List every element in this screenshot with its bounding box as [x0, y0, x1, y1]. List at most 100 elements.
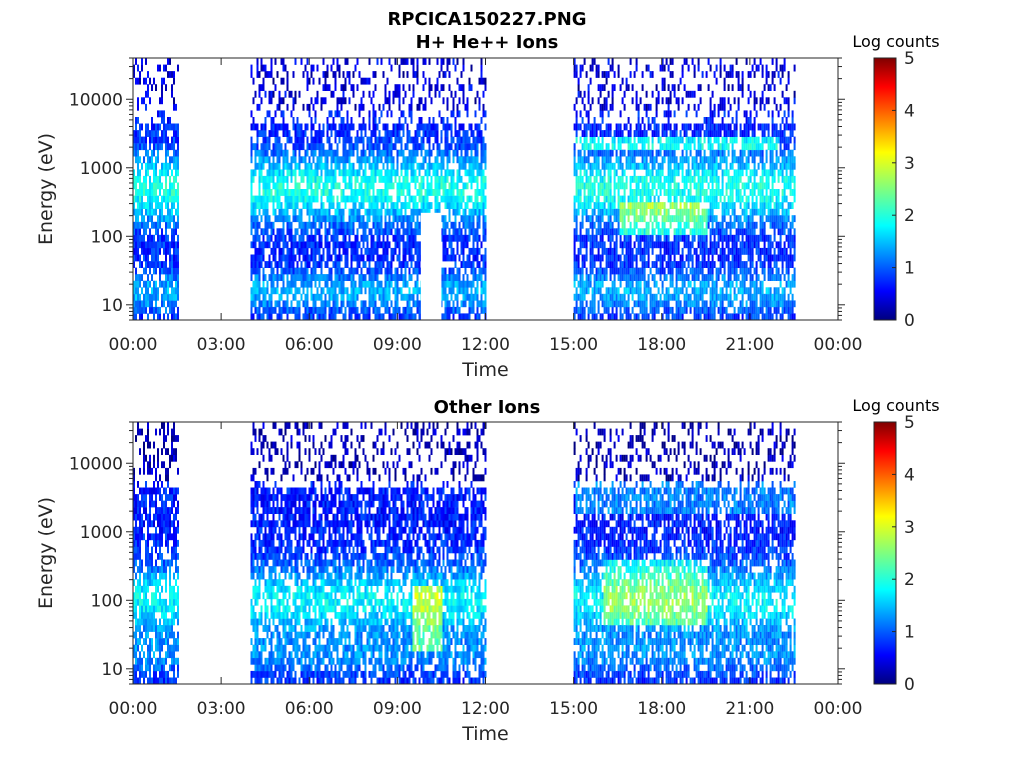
- heatmap-cell: [677, 228, 680, 236]
- heatmap-cell: [294, 241, 297, 249]
- heatmap-cell: [318, 175, 321, 183]
- heatmap-cell: [456, 300, 459, 308]
- heatmap-cell: [384, 208, 387, 216]
- heatmap-cell: [316, 64, 319, 72]
- heatmap-cell: [615, 306, 618, 314]
- heatmap-cell: [647, 280, 650, 288]
- heatmap-cell: [258, 293, 261, 301]
- heatmap-cell: [603, 241, 606, 249]
- heatmap-cell: [250, 241, 253, 249]
- heatmap-cell: [452, 287, 455, 295]
- heatmap-cell: [292, 156, 295, 164]
- heatmap-cell: [645, 149, 648, 157]
- heatmap-cell: [444, 182, 447, 190]
- heatmap-cell: [663, 175, 666, 183]
- heatmap-cell: [583, 202, 586, 209]
- heatmap-cell: [577, 77, 580, 85]
- heatmap-cell: [165, 280, 167, 288]
- heatmap-cell: [320, 143, 323, 151]
- heatmap-cell: [348, 221, 351, 229]
- heatmap-cell: [270, 64, 273, 72]
- heatmap-cell: [575, 71, 578, 78]
- heatmap-cell: [462, 208, 465, 216]
- heatmap-cell: [404, 58, 407, 65]
- heatmap-cell: [149, 195, 151, 203]
- heatmap-cell: [328, 143, 331, 151]
- heatmap-cell: [422, 175, 425, 183]
- heatmap-cell: [314, 306, 317, 314]
- heatmap-cell: [667, 84, 670, 91]
- heatmap-cell: [284, 306, 287, 314]
- heatmap-cell: [292, 169, 295, 177]
- heatmap-cell: [290, 234, 293, 242]
- heatmap-cell: [135, 189, 137, 196]
- heatmap-cell: [450, 293, 453, 301]
- heatmap-cell: [659, 254, 662, 262]
- heatmap-cell: [480, 241, 483, 249]
- heatmap-cell: [322, 208, 325, 216]
- heatmap-cell: [326, 130, 329, 137]
- heatmap-cell: [607, 143, 610, 151]
- heatmap-cell: [151, 247, 153, 255]
- heatmap-cell: [462, 97, 465, 105]
- heatmap-cell: [609, 241, 612, 249]
- heatmap-cell: [254, 261, 257, 268]
- heatmap-cell: [286, 267, 289, 275]
- heatmap-cell: [364, 169, 367, 177]
- heatmap-cell: [177, 293, 179, 301]
- heatmap-cell: [137, 241, 139, 249]
- heatmap-cell: [167, 274, 169, 281]
- heatmap-cell: [585, 182, 588, 190]
- heatmap-cell: [619, 215, 622, 223]
- heatmap-cell: [334, 123, 337, 131]
- heatmap-cell: [306, 247, 309, 255]
- heatmap-cell: [304, 221, 307, 229]
- heatmap-cell: [153, 149, 155, 157]
- heatmap-cell: [336, 261, 339, 268]
- heatmap-cell: [316, 287, 319, 295]
- heatmap-cell: [581, 287, 584, 295]
- heatmap-cell: [428, 130, 431, 137]
- heatmap-cell: [412, 58, 415, 65]
- heatmap-cell: [304, 162, 307, 170]
- heatmap-cell: [446, 280, 449, 288]
- heatmap-cell: [278, 300, 281, 308]
- heatmap-cell: [675, 162, 678, 170]
- heatmap-cell: [163, 267, 165, 275]
- heatmap-cell: [372, 280, 375, 288]
- heatmap-cell: [282, 77, 285, 85]
- heatmap-cell: [376, 306, 379, 314]
- heatmap-cell: [480, 208, 483, 216]
- heatmap-cell: [306, 182, 309, 190]
- heatmap-cell: [268, 189, 271, 196]
- heatmap-cell: [300, 241, 303, 249]
- heatmap-cell: [161, 215, 163, 223]
- heatmap-cell: [643, 280, 646, 288]
- heatmap-cell: [149, 136, 151, 144]
- heatmap-cell: [332, 300, 335, 308]
- heatmap-cell: [635, 103, 638, 111]
- heatmap-cell: [302, 189, 305, 196]
- heatmap-cell: [430, 97, 433, 105]
- heatmap-cell: [577, 234, 580, 242]
- heatmap-cell: [380, 195, 383, 203]
- heatmap-cell: [611, 208, 614, 216]
- heatmap-cell: [645, 182, 648, 190]
- heatmap-cell: [332, 228, 335, 236]
- heatmap-cell: [420, 117, 423, 124]
- heatmap-cell: [669, 254, 672, 262]
- heatmap-cell: [587, 123, 590, 131]
- heatmap-cell: [270, 189, 273, 196]
- heatmap-cell: [173, 202, 175, 209]
- heatmap-cell: [360, 274, 363, 281]
- heatmap-cell: [685, 208, 688, 216]
- heatmap-cell: [456, 274, 459, 281]
- heatmap-cell: [386, 306, 389, 314]
- heatmap-cell: [587, 182, 590, 190]
- heatmap-cell: [400, 208, 403, 216]
- heatmap-cell: [402, 241, 405, 249]
- heatmap-cell: [643, 247, 646, 255]
- heatmap-cell: [336, 267, 339, 275]
- heatmap-cell: [384, 254, 387, 262]
- heatmap-cell: [394, 306, 397, 314]
